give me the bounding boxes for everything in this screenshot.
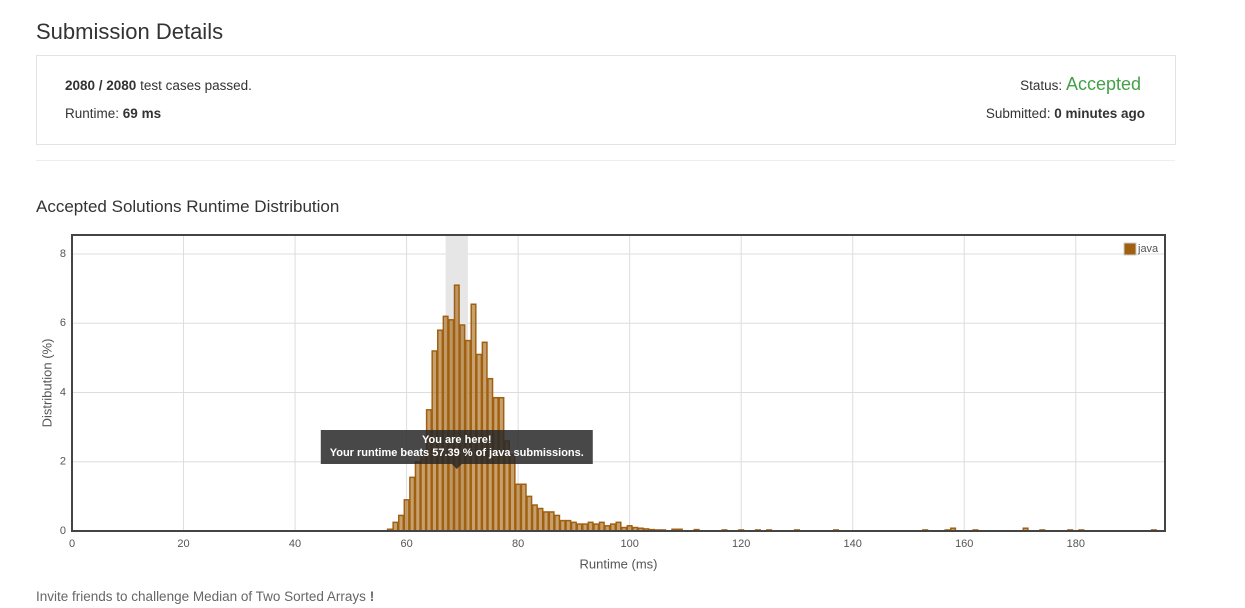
cases-line: 2080 / 2080 test cases passed.: [65, 78, 252, 93]
bar: [615, 521, 622, 532]
summary-box: 2080 / 2080 test cases passed. Runtime: …: [36, 55, 1176, 145]
page-title: Submission Details: [36, 19, 224, 44]
bar: [403, 499, 410, 532]
runtime-value: 69 ms: [122, 106, 162, 121]
runtime-line: Runtime: 69 ms: [65, 106, 161, 121]
x-tick-label: 80: [512, 538, 524, 550]
bar: [425, 409, 432, 532]
bar: [453, 284, 460, 532]
legend-swatch: [1123, 242, 1137, 256]
bar: [442, 315, 449, 532]
bar: [609, 523, 616, 532]
x-tick-label: 20: [177, 538, 189, 550]
submitted-label: Submitted:: [985, 106, 1051, 121]
x-tick-label: 100: [620, 538, 638, 550]
bar: [593, 523, 600, 532]
bar: [448, 319, 455, 532]
bar: [392, 521, 399, 532]
status-label: Status:: [1020, 78, 1063, 93]
bar: [492, 396, 499, 532]
bar: [576, 523, 583, 532]
x-axis-label: Runtime (ms): [579, 556, 657, 571]
bar: [582, 523, 589, 532]
footer-text[interactable]: Invite friends to challenge Median of Tw…: [36, 589, 366, 604]
status-value[interactable]: Accepted: [1065, 74, 1141, 94]
bar: [526, 495, 533, 532]
x-tick-label: 0: [69, 538, 75, 550]
bar: [565, 519, 572, 532]
y-tick-label: 0: [60, 525, 66, 537]
x-tick-label: 120: [732, 538, 750, 550]
bar: [542, 511, 550, 532]
y-tick-label: 8: [60, 248, 66, 260]
bar: [570, 521, 577, 532]
submitted-line: Submitted: 0 minutes ago: [986, 106, 1145, 121]
separator: [36, 160, 1175, 161]
bar: [515, 483, 522, 532]
y-tick-label: 6: [60, 317, 66, 329]
bar: [414, 461, 421, 532]
tooltip-arrow: [451, 464, 462, 469]
bar: [409, 476, 416, 532]
cases-text: test cases passed.: [140, 78, 252, 93]
x-tick-label: 180: [1067, 538, 1085, 550]
bar: [559, 519, 566, 532]
y-axis-label: Distribution (%): [39, 339, 54, 428]
x-tick-label: 140: [844, 538, 862, 550]
footer-emphasis: !: [369, 589, 375, 604]
bar: [420, 454, 427, 532]
plot-frame: [71, 234, 1166, 532]
legend-label[interactable]: java: [1137, 243, 1159, 255]
bar: [554, 514, 561, 532]
bar: [397, 514, 405, 532]
bar: [587, 521, 594, 532]
cases-count: 2080 / 2080: [65, 78, 137, 93]
tooltip: You are here!Your runtime beats 57.39 % …: [320, 430, 593, 469]
bar: [520, 483, 527, 532]
chart-title: Accepted Solutions Runtime Distribution: [36, 197, 340, 216]
tooltip-text: Your runtime beats 57.39 % of java submi…: [330, 447, 584, 459]
y-tick-label: 4: [60, 386, 66, 398]
bar: [537, 507, 544, 532]
bar: [459, 324, 466, 532]
runtime-label: Runtime:: [65, 106, 120, 121]
bar: [470, 303, 477, 532]
tooltip-box: [320, 430, 593, 464]
x-tick-label: 40: [289, 538, 301, 550]
footer: Invite friends to challenge Median of Tw…: [36, 589, 374, 604]
bar: [509, 454, 516, 532]
bar: [498, 396, 505, 532]
x-tick-label: 60: [400, 538, 412, 550]
bar: [548, 511, 555, 532]
y-tick-label: 2: [60, 456, 66, 468]
bar: [531, 504, 538, 532]
status-line: Status: Accepted: [1020, 74, 1141, 95]
tooltip-title: You are here!: [422, 434, 492, 446]
bar: [598, 521, 605, 532]
x-tick-label: 160: [955, 538, 973, 550]
plot-area: [72, 235, 1165, 531]
submitted-value: 0 minutes ago: [1054, 106, 1145, 121]
